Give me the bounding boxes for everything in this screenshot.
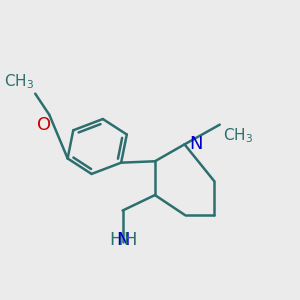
Text: N: N — [116, 231, 129, 249]
Text: H: H — [109, 231, 122, 249]
Text: N: N — [189, 135, 202, 153]
Text: O: O — [37, 116, 51, 134]
Text: CH$_3$: CH$_3$ — [4, 72, 34, 91]
Text: CH$_3$: CH$_3$ — [223, 126, 253, 145]
Text: H: H — [123, 231, 136, 249]
